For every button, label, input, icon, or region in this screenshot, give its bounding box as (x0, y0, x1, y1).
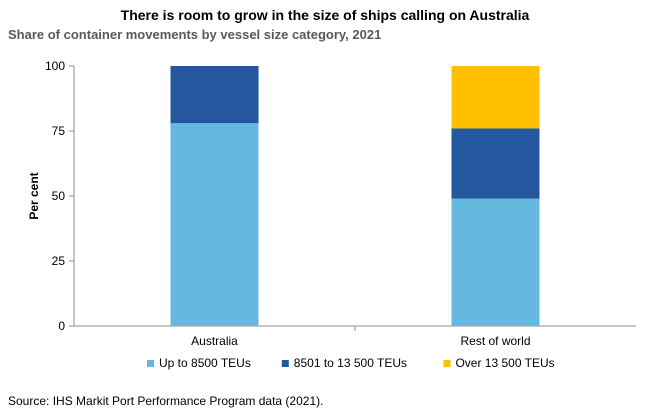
y-tick-label: 100 (45, 59, 65, 73)
bar-rest-of-world-8501-to-13-500-teus (451, 128, 540, 199)
legend-swatch-8501-to-13-500-teus (281, 360, 289, 367)
legend-label: Over 13 500 TEUs (455, 356, 554, 370)
y-tick-label: 0 (58, 319, 65, 333)
bar-rest-of-world-up-to-8500-teus (451, 198, 540, 326)
bar-rest-of-world-over-13-500-teus (451, 66, 540, 129)
chart-title: There is room to grow in the size of shi… (120, 7, 530, 23)
legend-label: Up to 8500 TEUs (159, 356, 251, 370)
chart-subtitle: Share of container movements by vessel s… (8, 27, 382, 42)
bar-australia-up-to-8500-teus (170, 123, 259, 326)
legend-swatch-over-13-500-teus (443, 360, 451, 367)
stacked-bar-chart: 0 25 50 75 100 Per cent Australia Rest of world… (27, 59, 636, 370)
x-tick-label: Australia (191, 334, 238, 348)
y-tick-label: 25 (52, 254, 66, 268)
x-tick-label: Rest of world (460, 334, 530, 348)
legend-swatch-up-to-8500-teus (147, 360, 154, 367)
y-tick-label: 50 (52, 189, 66, 203)
bar-australia-8501-to-13-500-teus (170, 66, 259, 124)
chart-source-note: Source: IHS Markit Port Performance Prog… (8, 394, 324, 408)
y-axis-title: Per cent (27, 172, 41, 219)
legend-label: 8501 to 13 500 TEUs (294, 356, 407, 370)
y-tick-label: 75 (52, 124, 66, 138)
